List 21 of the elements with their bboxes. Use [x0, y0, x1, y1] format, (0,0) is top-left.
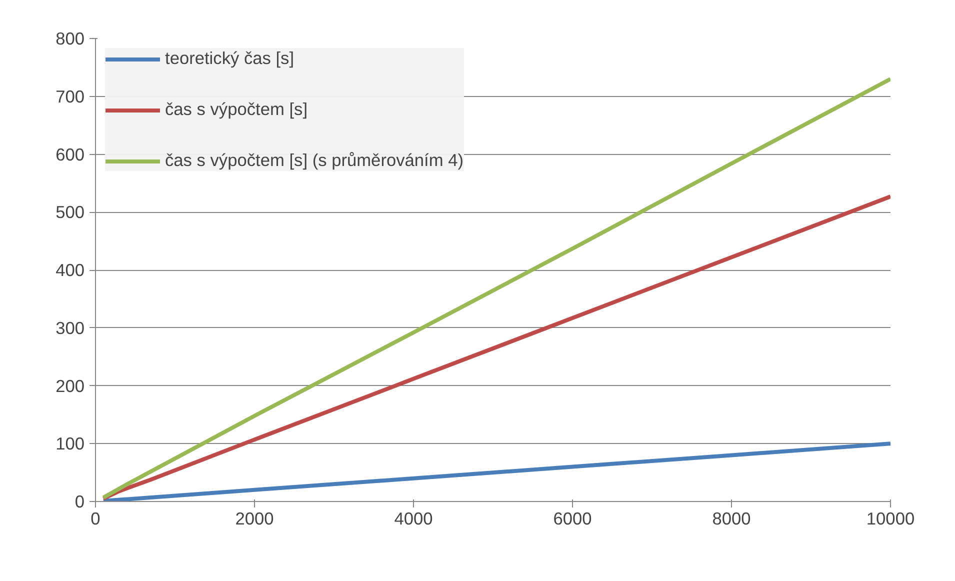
y-tick-label: 400 — [56, 260, 85, 280]
legend-label: čas s výpočtem [s] (s průměrováním 4) — [165, 150, 464, 171]
y-tick-label: 800 — [56, 28, 85, 48]
y-tick-label: 700 — [56, 86, 85, 106]
x-tick-label: 4000 — [394, 508, 433, 528]
y-tick-label: 500 — [56, 202, 85, 222]
x-tick-label: 2000 — [235, 508, 274, 528]
x-tick-label: 0 — [90, 508, 100, 528]
y-tick-label: 300 — [56, 318, 85, 338]
line-series — [101, 442, 890, 502]
y-tick-label: 200 — [56, 376, 85, 396]
x-tick-label: 6000 — [553, 508, 592, 528]
x-tick-label: 10000 — [866, 508, 915, 528]
y-tick-label: 0 — [74, 492, 85, 512]
x-tick-label: 8000 — [712, 508, 751, 528]
line-series — [101, 194, 890, 501]
y-tick-label: 100 — [56, 434, 85, 454]
y-tick-label: 600 — [56, 144, 85, 164]
legend-label: čas s výpočtem [s] — [165, 99, 308, 120]
legend-label: teoretický čas [s] — [165, 48, 294, 69]
line-series — [101, 77, 890, 500]
